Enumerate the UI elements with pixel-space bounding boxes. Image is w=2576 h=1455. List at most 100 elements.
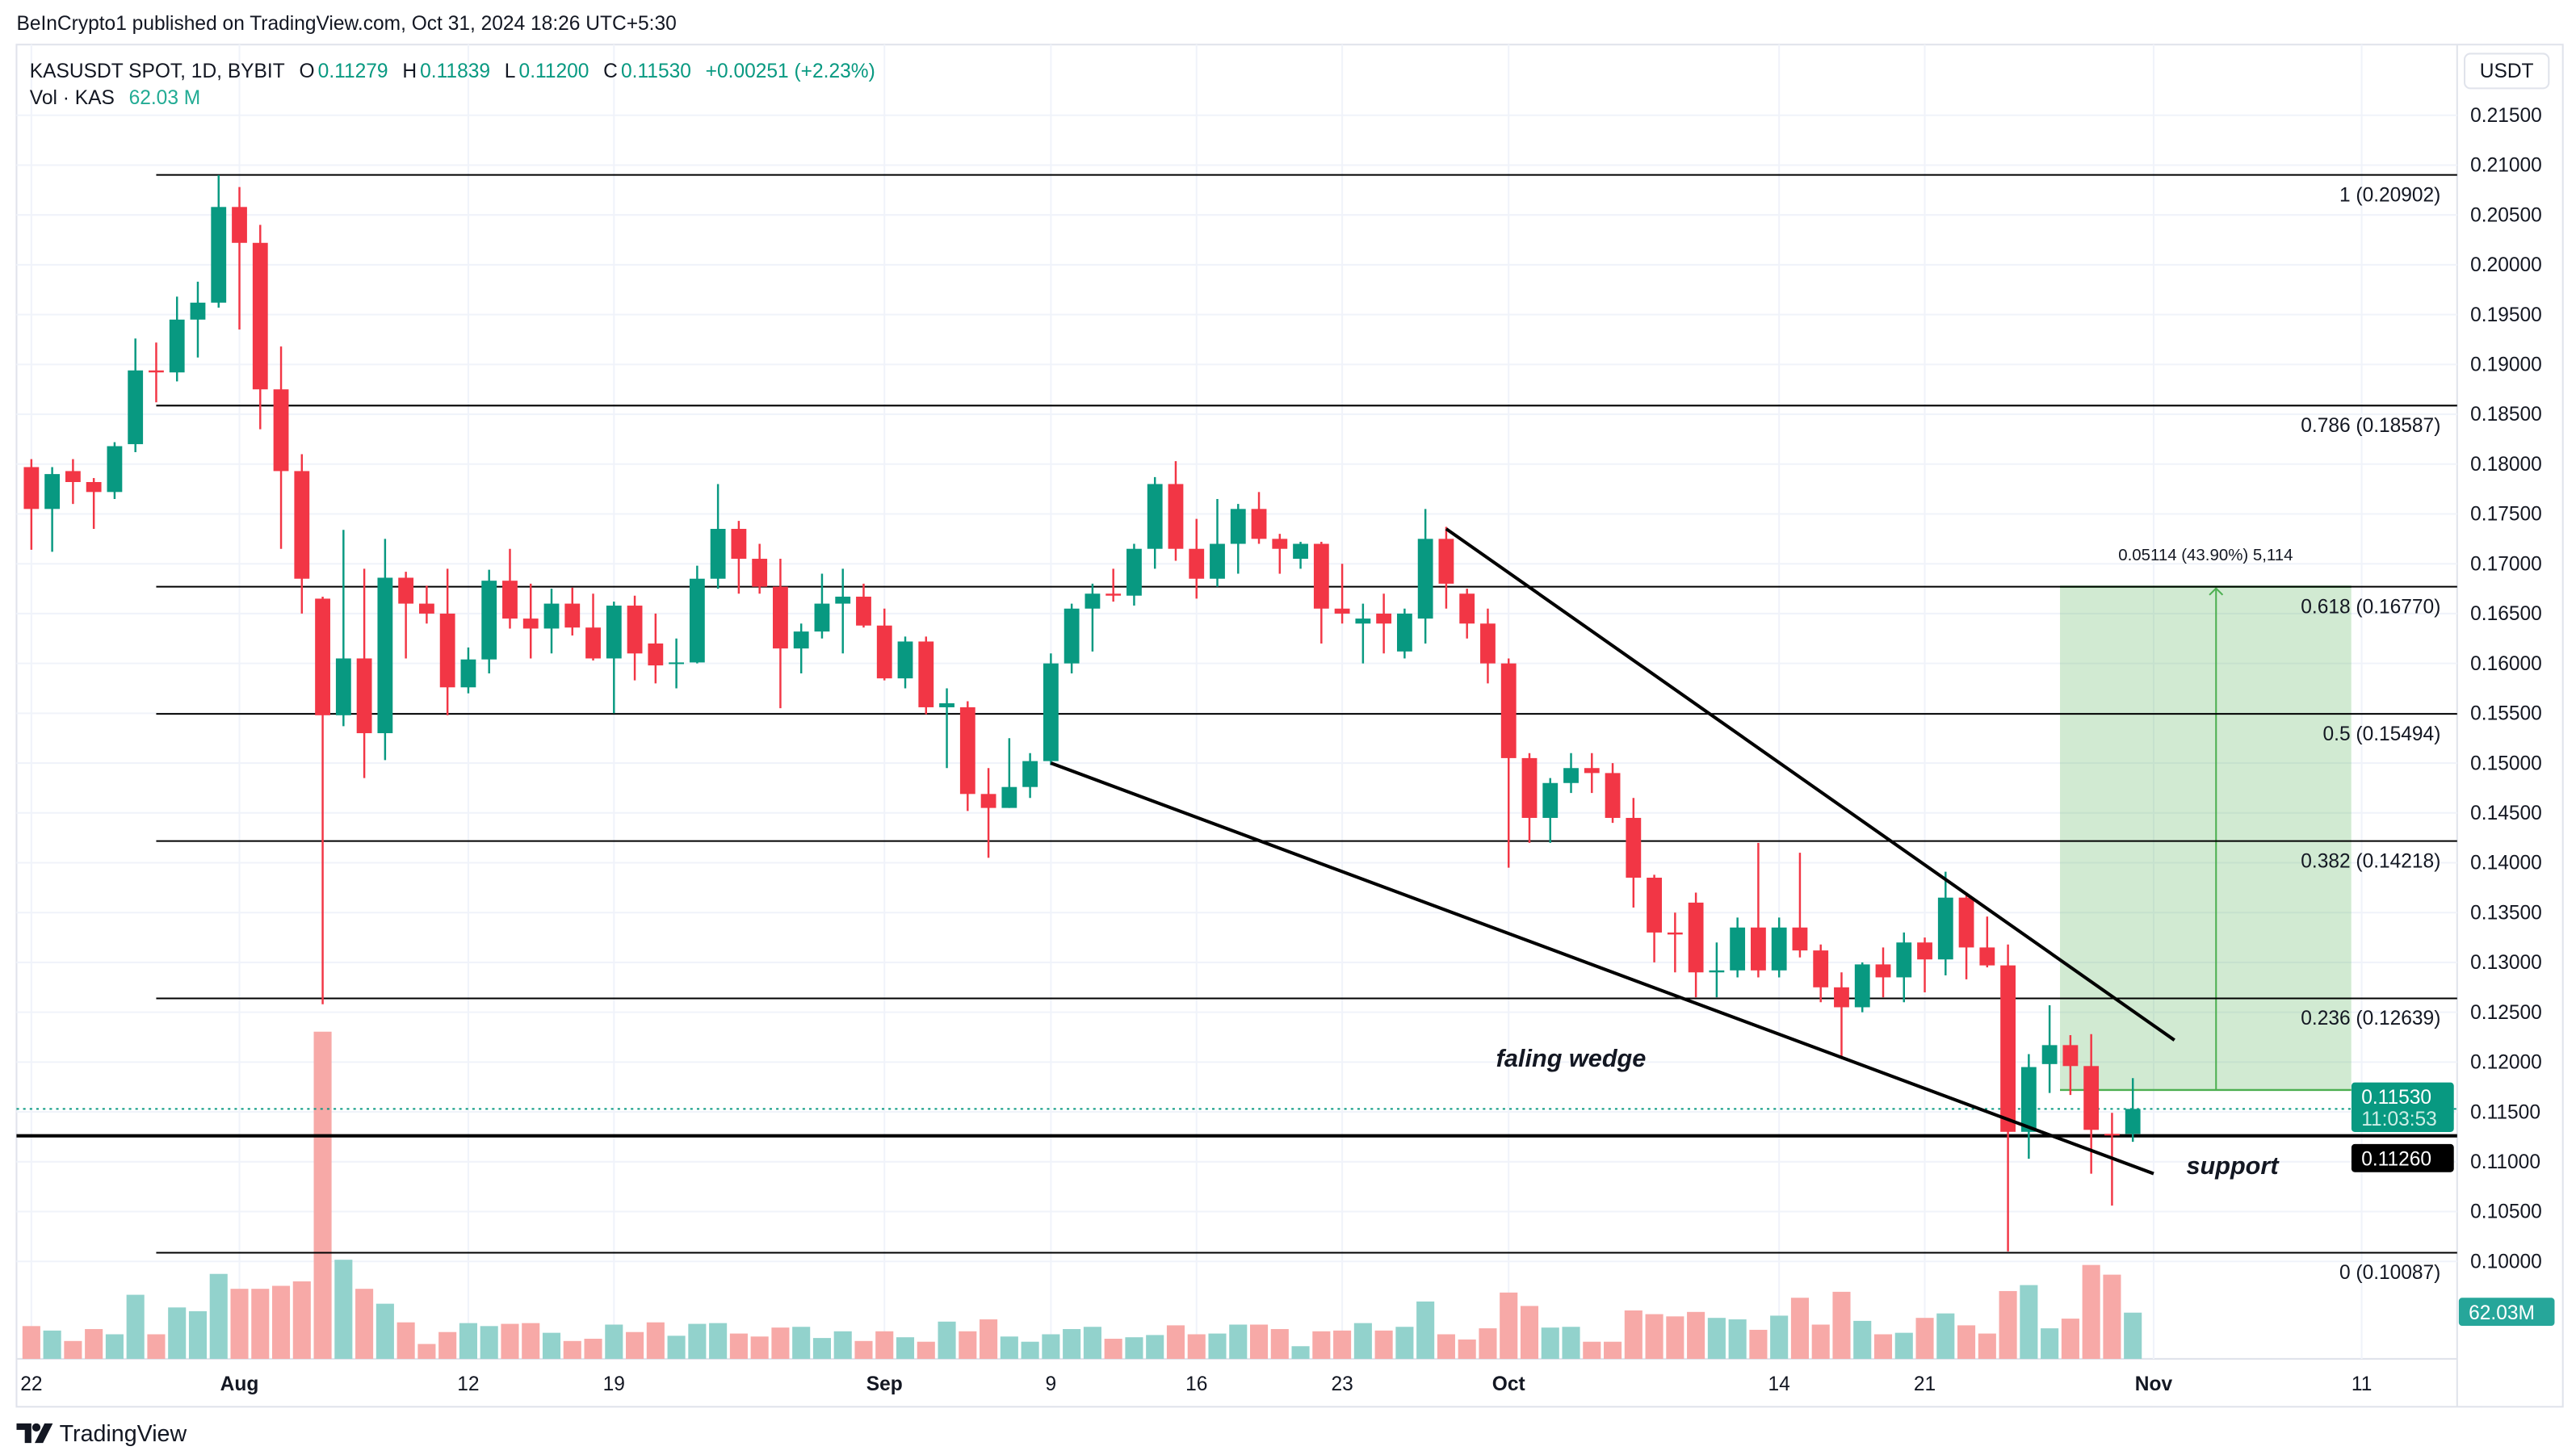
candle-body[interactable]: [1043, 663, 1059, 761]
candle-body[interactable]: [1647, 878, 1662, 933]
candle-body[interactable]: [606, 606, 622, 659]
candle-body[interactable]: [1105, 593, 1122, 596]
candle-body[interactable]: [1251, 509, 1267, 539]
candle-body[interactable]: [1563, 768, 1579, 783]
wedge-trendline[interactable]: [1050, 761, 2154, 1176]
candle-body[interactable]: [1896, 942, 1912, 978]
candle-body[interactable]: [169, 319, 185, 373]
candle-body[interactable]: [1605, 773, 1621, 818]
candle-body[interactable]: [1230, 509, 1246, 544]
candle-body[interactable]: [814, 603, 830, 632]
candle-body[interactable]: [1709, 970, 1725, 973]
candle-body[interactable]: [439, 613, 455, 688]
candle-body[interactable]: [356, 658, 372, 734]
candle-body[interactable]: [460, 659, 476, 688]
candle-body[interactable]: [1584, 768, 1600, 774]
candle-body[interactable]: [1168, 484, 1184, 549]
candle-body[interactable]: [1521, 757, 1538, 818]
candle-body[interactable]: [190, 302, 206, 320]
candle-body[interactable]: [1875, 964, 1891, 978]
candle-body[interactable]: [1313, 543, 1329, 609]
candle-body[interactable]: [585, 627, 601, 659]
candle-body[interactable]: [1459, 593, 1475, 624]
candle-body[interactable]: [2083, 1066, 2100, 1130]
candle-body[interactable]: [481, 581, 497, 660]
candle-body[interactable]: [2041, 1045, 2058, 1064]
candle-body[interactable]: [918, 641, 934, 707]
wedge-trendline[interactable]: [1445, 527, 2175, 1042]
candle-body[interactable]: [1834, 987, 1849, 1008]
candle-body[interactable]: [1688, 902, 1704, 973]
candle-body[interactable]: [1189, 548, 1205, 579]
candle-body[interactable]: [1293, 543, 1308, 560]
candle-body[interactable]: [273, 389, 289, 472]
candle-body[interactable]: [107, 446, 123, 493]
candle-body[interactable]: [377, 577, 393, 734]
candle-body[interactable]: [23, 467, 40, 509]
candle-body[interactable]: [1085, 593, 1101, 609]
candle-body[interactable]: [1376, 613, 1392, 624]
candle-body[interactable]: [1751, 927, 1766, 971]
symbol-title[interactable]: KASUSDT SPOT, 1D, BYBIT: [29, 59, 285, 83]
candle-body[interactable]: [1355, 618, 1371, 624]
candle-body[interactable]: [959, 707, 975, 795]
candle-body[interactable]: [1417, 539, 1433, 619]
candle-body[interactable]: [65, 471, 81, 482]
candle-body[interactable]: [1480, 623, 1496, 664]
candle-body[interactable]: [710, 529, 726, 579]
candle-body[interactable]: [564, 603, 581, 628]
candle-body[interactable]: [1022, 761, 1038, 787]
candle-body[interactable]: [1064, 608, 1080, 664]
candle-body[interactable]: [315, 598, 330, 715]
candle-body[interactable]: [1626, 817, 1642, 878]
candle-body[interactable]: [1272, 539, 1288, 549]
candle-body[interactable]: [418, 603, 434, 614]
candle-body[interactable]: [689, 578, 705, 663]
candle-body[interactable]: [669, 662, 684, 665]
candle-body[interactable]: [1126, 548, 1142, 596]
candle-body[interactable]: [1937, 897, 1953, 960]
candle-body[interactable]: [1667, 932, 1683, 935]
candle-body[interactable]: [1147, 484, 1163, 549]
candle-body[interactable]: [1334, 608, 1350, 614]
candle-body[interactable]: [398, 577, 414, 604]
candle-body[interactable]: [897, 641, 913, 679]
candle-body[interactable]: [128, 370, 144, 445]
candle-body[interactable]: [2104, 1134, 2120, 1136]
candle-body[interactable]: [543, 603, 560, 629]
candle-body[interactable]: [627, 606, 643, 654]
candle-body[interactable]: [856, 596, 871, 626]
candle-body[interactable]: [752, 559, 768, 587]
candle-body[interactable]: [44, 474, 61, 509]
price-range-projection[interactable]: [2060, 586, 2352, 1090]
candle-body[interactable]: [522, 618, 539, 629]
candle-body[interactable]: [211, 207, 227, 303]
currency-button[interactable]: USDT: [2463, 52, 2550, 90]
candle-body[interactable]: [1958, 897, 1974, 948]
candle-body[interactable]: [149, 370, 164, 373]
candle-body[interactable]: [1771, 927, 1787, 971]
candle-body[interactable]: [773, 586, 788, 649]
candle-body[interactable]: [648, 643, 664, 666]
candle-body[interactable]: [2125, 1109, 2141, 1134]
candle-body[interactable]: [1792, 927, 1808, 951]
candle-body[interactable]: [86, 481, 102, 493]
candle-body[interactable]: [294, 471, 310, 579]
candle-body[interactable]: [1438, 539, 1454, 584]
candle-body[interactable]: [835, 596, 851, 604]
candle-body[interactable]: [876, 625, 892, 679]
candle-body[interactable]: [2020, 1067, 2037, 1132]
candle-body[interactable]: [1500, 663, 1517, 758]
candle-body[interactable]: [731, 529, 747, 560]
candle-body[interactable]: [2062, 1045, 2079, 1067]
candle-body[interactable]: [1917, 942, 1932, 960]
volume-label[interactable]: Vol · KAS: [29, 86, 115, 109]
candle-body[interactable]: [335, 658, 351, 715]
candle-body[interactable]: [1210, 543, 1225, 579]
candle-body[interactable]: [232, 207, 247, 243]
candle-body[interactable]: [1813, 950, 1829, 987]
candle-body[interactable]: [939, 703, 954, 707]
candle-body[interactable]: [1979, 947, 1995, 966]
candle-body[interactable]: [1854, 964, 1870, 1008]
